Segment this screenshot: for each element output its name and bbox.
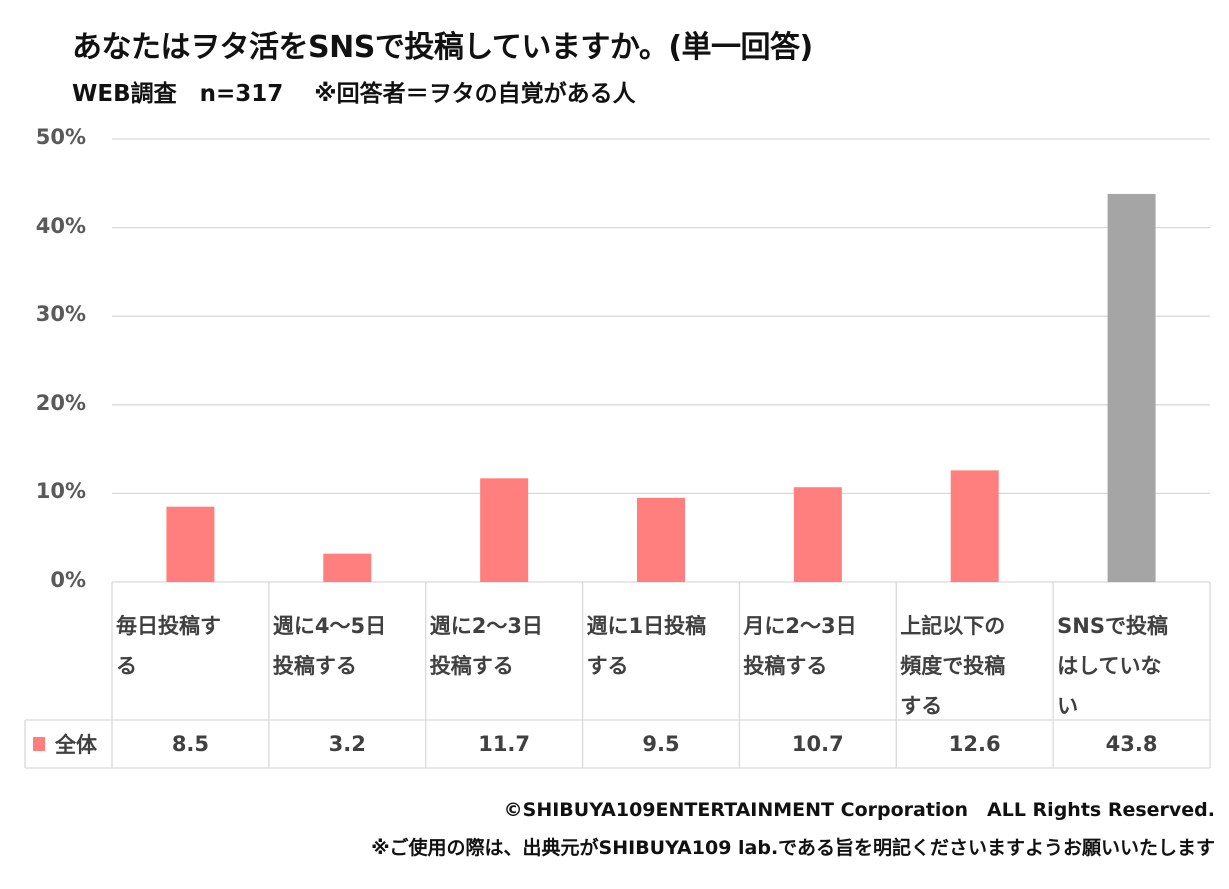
value-label: 9.5 bbox=[642, 732, 680, 756]
bar-1 bbox=[323, 553, 372, 582]
category-label-line: 投稿する bbox=[429, 654, 514, 678]
y-tick-label: 40% bbox=[35, 213, 86, 238]
chart-title: あなたはヲタ活をSNSで投稿していますか。(単一回答) bbox=[72, 30, 813, 65]
value-label: 8.5 bbox=[171, 732, 210, 756]
category-label: 週に2～3日 投稿する bbox=[426, 590, 583, 708]
y-tick-label: 20% bbox=[35, 390, 86, 415]
y-tick-label: 10% bbox=[35, 479, 86, 504]
category-label-line: 週に1日投稿 bbox=[586, 614, 707, 638]
bar-5 bbox=[950, 470, 999, 582]
category-label-line: 月に2～3日 bbox=[743, 614, 857, 638]
category-label-line: 上記以下の bbox=[900, 614, 1006, 638]
value-label: 3.2 bbox=[328, 732, 366, 756]
bar-2 bbox=[480, 478, 529, 582]
category-label: SNSで投稿 はしていない bbox=[1053, 590, 1210, 718]
category-label-line: る bbox=[116, 654, 137, 678]
category-label-line: 毎日投稿す bbox=[116, 614, 221, 638]
legend-series-all: 全体 bbox=[33, 720, 97, 768]
category-label-line: はしていな bbox=[1057, 654, 1162, 678]
category-label-line: SNSで投稿 bbox=[1057, 614, 1168, 638]
usage-note: ※ご使用の際は、出典元がSHIBUYA109 lab.である旨を明記くださいます… bbox=[371, 837, 1215, 859]
category-label-line: 投稿する bbox=[743, 654, 828, 678]
category-label-line: 週に2～3日 bbox=[429, 614, 543, 638]
legend-swatch bbox=[33, 737, 45, 751]
copyright: ©SHIBUYA109ENTERTAINMENT Corporation ALL… bbox=[503, 799, 1215, 821]
category-label: 毎日投稿する bbox=[112, 590, 269, 708]
y-tick-label: 0% bbox=[50, 568, 86, 592]
value-label: 11.7 bbox=[478, 732, 531, 756]
category-label-line: する bbox=[586, 654, 629, 678]
category-label-line: 頻度で投稿 bbox=[900, 654, 1006, 678]
category-label-line: する bbox=[900, 694, 943, 718]
y-tick-label: 30% bbox=[35, 302, 86, 327]
chart-subtitle: WEB調査 n=317 ※回答者＝ヲタの自覚がある人 bbox=[72, 81, 636, 107]
category-label: 週に4～5日 投稿する bbox=[269, 590, 426, 708]
category-label: 上記以下の頻度で投稿する bbox=[896, 590, 1053, 718]
category-label-line: 週に4～5日 bbox=[272, 614, 387, 638]
bar-3 bbox=[637, 497, 685, 582]
bar-0 bbox=[166, 506, 215, 582]
category-label: 週に1日投稿 する bbox=[583, 590, 740, 708]
category-label: 月に2～3日 投稿する bbox=[739, 590, 896, 708]
value-label: 10.7 bbox=[791, 732, 844, 756]
value-label: 12.6 bbox=[948, 732, 1001, 756]
value-label: 43.8 bbox=[1105, 732, 1158, 756]
category-label-line: い bbox=[1057, 694, 1079, 718]
bar-4 bbox=[793, 487, 842, 582]
bar-6 bbox=[1107, 193, 1156, 582]
legend-label: 全体 bbox=[55, 733, 97, 757]
category-label-line: 投稿する bbox=[272, 654, 357, 678]
y-tick-label: 50% bbox=[35, 125, 86, 149]
